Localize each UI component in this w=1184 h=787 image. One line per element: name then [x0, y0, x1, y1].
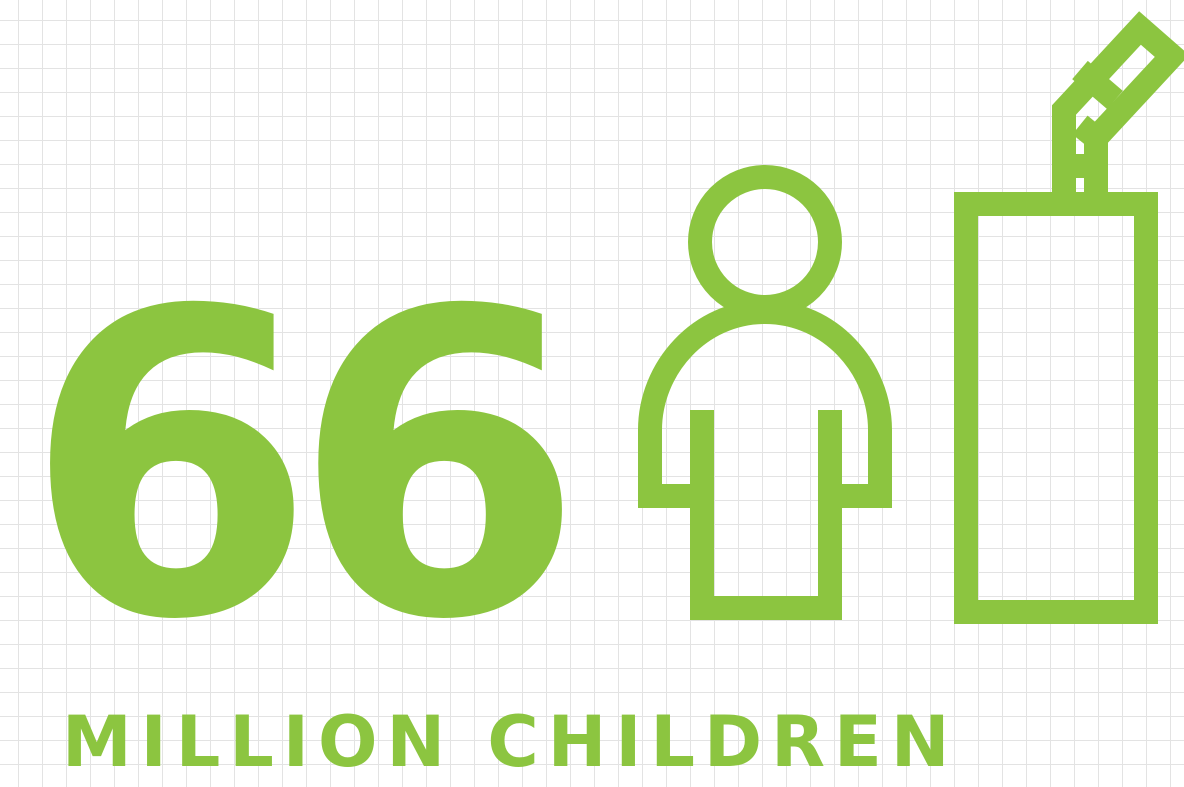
stat-label: MILLION CHILDREN: [62, 701, 959, 783]
stat-number: 66: [24, 223, 584, 712]
